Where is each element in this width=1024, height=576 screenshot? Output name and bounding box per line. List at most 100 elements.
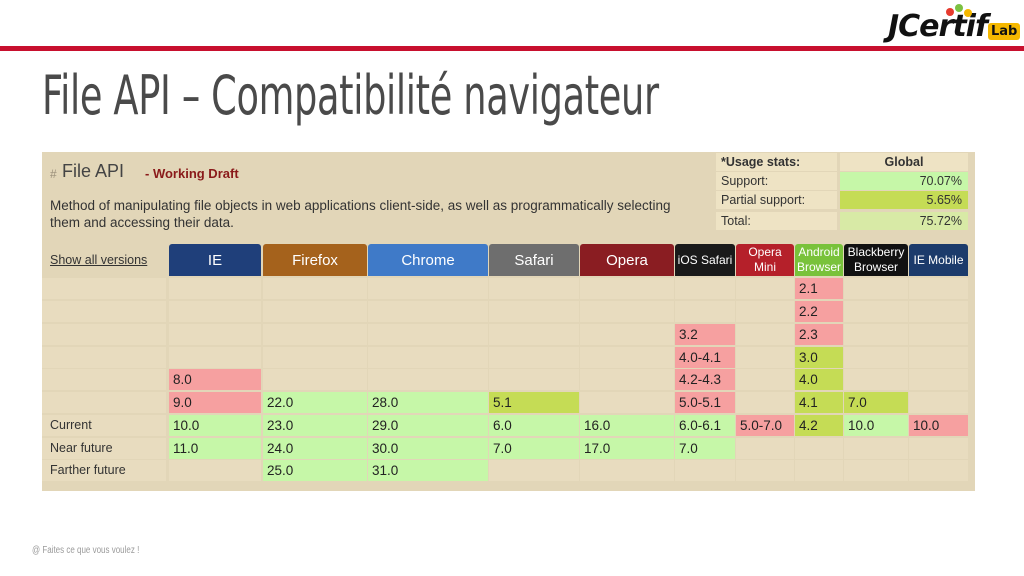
version-cell bbox=[844, 347, 908, 368]
version-cell: 4.0 bbox=[795, 369, 843, 390]
version-cell bbox=[736, 460, 794, 481]
version-cell bbox=[675, 278, 735, 299]
version-cell: 16.0 bbox=[580, 415, 674, 436]
version-cell: 10.0 bbox=[844, 415, 908, 436]
version-cell bbox=[489, 460, 579, 481]
usage-support-value: 70.07% bbox=[840, 172, 968, 190]
row-label: Near future bbox=[42, 438, 166, 459]
version-cell bbox=[909, 438, 968, 459]
version-cell bbox=[909, 301, 968, 322]
version-cell bbox=[580, 278, 674, 299]
version-cell bbox=[580, 460, 674, 481]
version-cell bbox=[169, 324, 261, 345]
version-cell: 6.0-6.1 bbox=[675, 415, 735, 436]
version-cell bbox=[909, 324, 968, 345]
row-label bbox=[42, 392, 166, 413]
version-cell bbox=[489, 278, 579, 299]
version-cell: 10.0 bbox=[169, 415, 261, 436]
version-cell bbox=[736, 438, 794, 459]
version-cell bbox=[368, 278, 488, 299]
version-cell bbox=[580, 324, 674, 345]
version-cell bbox=[263, 278, 367, 299]
version-cell bbox=[169, 460, 261, 481]
version-cell: 7.0 bbox=[489, 438, 579, 459]
version-cell: 28.0 bbox=[368, 392, 488, 413]
version-cell bbox=[795, 460, 843, 481]
version-cell bbox=[844, 438, 908, 459]
version-cell: 5.0-7.0 bbox=[736, 415, 794, 436]
version-cell bbox=[844, 324, 908, 345]
browser-header-chrome: Chrome bbox=[368, 244, 488, 276]
footer-text: @ Faites ce que vous voulez ! bbox=[32, 545, 140, 556]
header-red-line bbox=[0, 46, 1024, 51]
version-cell bbox=[736, 278, 794, 299]
row-label bbox=[42, 301, 166, 322]
browser-header-ie: IE bbox=[169, 244, 261, 276]
version-cell: 2.1 bbox=[795, 278, 843, 299]
version-cell: 3.2 bbox=[675, 324, 735, 345]
version-cell: 2.3 bbox=[795, 324, 843, 345]
row-label bbox=[42, 347, 166, 368]
version-cell bbox=[368, 369, 488, 390]
version-cell bbox=[844, 369, 908, 390]
version-cell bbox=[489, 347, 579, 368]
logo-lab-badge: Lab bbox=[988, 23, 1021, 40]
version-cell: 4.2-4.3 bbox=[675, 369, 735, 390]
version-cell bbox=[368, 324, 488, 345]
usage-partial-label: Partial support: bbox=[716, 191, 837, 209]
version-cell bbox=[909, 347, 968, 368]
version-cell bbox=[263, 347, 367, 368]
version-cell bbox=[675, 301, 735, 322]
version-cell bbox=[169, 301, 261, 322]
version-cell bbox=[795, 438, 843, 459]
version-cell bbox=[844, 278, 908, 299]
version-cell bbox=[844, 460, 908, 481]
version-cell: 24.0 bbox=[263, 438, 367, 459]
version-cell bbox=[736, 347, 794, 368]
version-cell bbox=[580, 369, 674, 390]
browser-header-opera-mini: Opera Mini bbox=[736, 244, 794, 276]
version-cell: 31.0 bbox=[368, 460, 488, 481]
version-cell: 17.0 bbox=[580, 438, 674, 459]
browser-header-android-browser: Android Browser bbox=[795, 244, 843, 276]
version-cell: 25.0 bbox=[263, 460, 367, 481]
version-cell: 2.2 bbox=[795, 301, 843, 322]
version-cell: 29.0 bbox=[368, 415, 488, 436]
version-cell: 7.0 bbox=[675, 438, 735, 459]
version-cell: 9.0 bbox=[169, 392, 261, 413]
feature-status[interactable]: - Working Draft bbox=[145, 166, 239, 181]
version-cell bbox=[489, 369, 579, 390]
version-cell bbox=[736, 369, 794, 390]
version-cell bbox=[489, 324, 579, 345]
slide-title: File API – Compatibilité navigateur bbox=[42, 64, 659, 127]
usage-global-label: Global bbox=[840, 153, 968, 171]
version-cell: 5.1 bbox=[489, 392, 579, 413]
usage-partial-value: 5.65% bbox=[840, 191, 968, 209]
feature-title: File API bbox=[62, 161, 125, 181]
row-label: Current bbox=[42, 415, 166, 436]
usage-total-label: Total: bbox=[716, 212, 837, 230]
version-cell bbox=[368, 347, 488, 368]
version-cell: 10.0 bbox=[909, 415, 968, 436]
browser-header-ie-mobile: IE Mobile bbox=[909, 244, 968, 276]
show-all-versions-link[interactable]: Show all versions bbox=[50, 253, 148, 267]
version-cell: 4.0-4.1 bbox=[675, 347, 735, 368]
version-cell: 4.2 bbox=[795, 415, 843, 436]
version-cell: 3.0 bbox=[795, 347, 843, 368]
version-cell: 8.0 bbox=[169, 369, 261, 390]
version-cell: 7.0 bbox=[844, 392, 908, 413]
version-cell: 30.0 bbox=[368, 438, 488, 459]
version-cell: 5.0-5.1 bbox=[675, 392, 735, 413]
feature-anchor[interactable]: # bbox=[50, 167, 57, 181]
row-label bbox=[42, 369, 166, 390]
version-cell bbox=[909, 460, 968, 481]
browser-header-safari: Safari bbox=[489, 244, 579, 276]
version-cell bbox=[263, 301, 367, 322]
logo-dots-icon bbox=[946, 4, 976, 18]
row-label bbox=[42, 324, 166, 345]
browser-header-ios-safari: iOS Safari bbox=[675, 244, 735, 276]
version-cell bbox=[263, 324, 367, 345]
version-cell bbox=[736, 324, 794, 345]
version-cell bbox=[580, 347, 674, 368]
usage-header: *Usage stats: bbox=[716, 153, 837, 171]
